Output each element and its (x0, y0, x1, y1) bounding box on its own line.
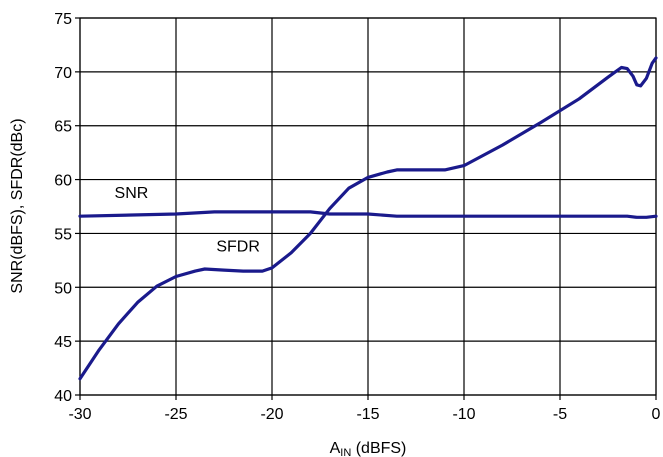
annotations: SNR SFDR (115, 185, 260, 256)
y-axis-label: SNR(dBFS), SFDR(dBc) (9, 118, 26, 293)
y-tick-label: 75 (54, 11, 72, 28)
x-tick-label: 0 (652, 406, 661, 423)
series-line-snr (78, 210, 658, 219)
annotation-sfdr: SFDR (216, 239, 260, 256)
y-tick-label: 60 (54, 173, 72, 190)
x-tick-label: -20 (260, 406, 283, 423)
y-tick-label: 65 (54, 119, 72, 136)
x-tick-label: -5 (553, 406, 567, 423)
y-tick-label: 50 (54, 280, 72, 297)
x-tick-label: -30 (68, 406, 91, 423)
y-tick-label: 45 (54, 334, 72, 351)
grid (75, 17, 657, 400)
x-axis-label: AIN (dBFS) (330, 440, 407, 457)
y-tick-labels: 40 45 50 55 60 65 70 75 (54, 11, 72, 405)
y-tick-label: 70 (54, 65, 72, 82)
x-tick-label: -25 (164, 406, 187, 423)
y-tick-label: 55 (54, 226, 72, 243)
x-tick-label: -10 (452, 406, 475, 423)
x-tick-label: -15 (356, 406, 379, 423)
y-tick-label: 40 (54, 388, 72, 405)
series-lines (78, 56, 658, 381)
annotation-snr: SNR (115, 185, 149, 202)
series-line-sfdr (78, 56, 658, 381)
x-tick-labels: -30 -25 -20 -15 -10 -5 0 (68, 406, 660, 423)
